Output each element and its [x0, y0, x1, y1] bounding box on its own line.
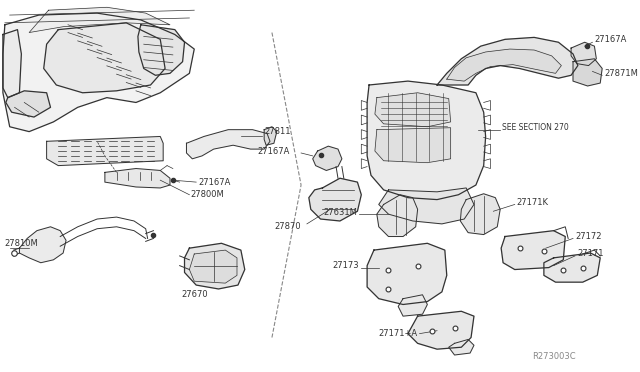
- Text: R273003C: R273003C: [532, 352, 576, 362]
- Text: 27871M: 27871M: [604, 69, 638, 78]
- Text: 27870: 27870: [275, 222, 301, 231]
- Polygon shape: [313, 146, 342, 170]
- Polygon shape: [186, 130, 270, 159]
- Polygon shape: [3, 30, 21, 97]
- Text: 27173: 27173: [333, 261, 359, 270]
- Polygon shape: [105, 169, 170, 188]
- Text: 27171+A: 27171+A: [378, 329, 418, 338]
- Text: 27631M: 27631M: [324, 208, 357, 217]
- Polygon shape: [501, 231, 565, 270]
- Text: 27167A: 27167A: [595, 35, 627, 44]
- Text: 27171: 27171: [577, 250, 604, 259]
- Text: 27171K: 27171K: [516, 198, 548, 207]
- Polygon shape: [29, 7, 170, 32]
- Polygon shape: [264, 127, 276, 145]
- Polygon shape: [367, 243, 447, 305]
- Polygon shape: [47, 137, 163, 166]
- Polygon shape: [408, 311, 474, 349]
- Text: 27167A: 27167A: [257, 147, 289, 155]
- Polygon shape: [3, 13, 195, 132]
- Polygon shape: [19, 227, 66, 263]
- Text: 27172: 27172: [575, 232, 602, 241]
- Polygon shape: [44, 23, 165, 93]
- Text: 27800M: 27800M: [190, 190, 224, 199]
- Polygon shape: [6, 91, 51, 117]
- Polygon shape: [189, 250, 237, 283]
- Polygon shape: [367, 81, 486, 200]
- Polygon shape: [573, 59, 602, 86]
- Polygon shape: [375, 128, 451, 163]
- Polygon shape: [447, 49, 561, 81]
- Polygon shape: [544, 253, 600, 282]
- Polygon shape: [138, 25, 184, 75]
- Polygon shape: [437, 38, 578, 85]
- Text: 27167A: 27167A: [198, 177, 230, 187]
- Polygon shape: [375, 93, 451, 127]
- Polygon shape: [398, 295, 428, 316]
- Text: SEE SECTION 270: SEE SECTION 270: [502, 123, 569, 132]
- Polygon shape: [309, 178, 362, 221]
- Polygon shape: [460, 194, 500, 235]
- Text: 27670: 27670: [181, 290, 207, 299]
- Polygon shape: [379, 188, 474, 224]
- Polygon shape: [377, 195, 418, 237]
- Text: 27811: 27811: [264, 127, 291, 136]
- Polygon shape: [571, 42, 596, 65]
- Text: 27810M: 27810M: [5, 239, 38, 248]
- Polygon shape: [449, 340, 474, 355]
- Polygon shape: [184, 243, 244, 289]
